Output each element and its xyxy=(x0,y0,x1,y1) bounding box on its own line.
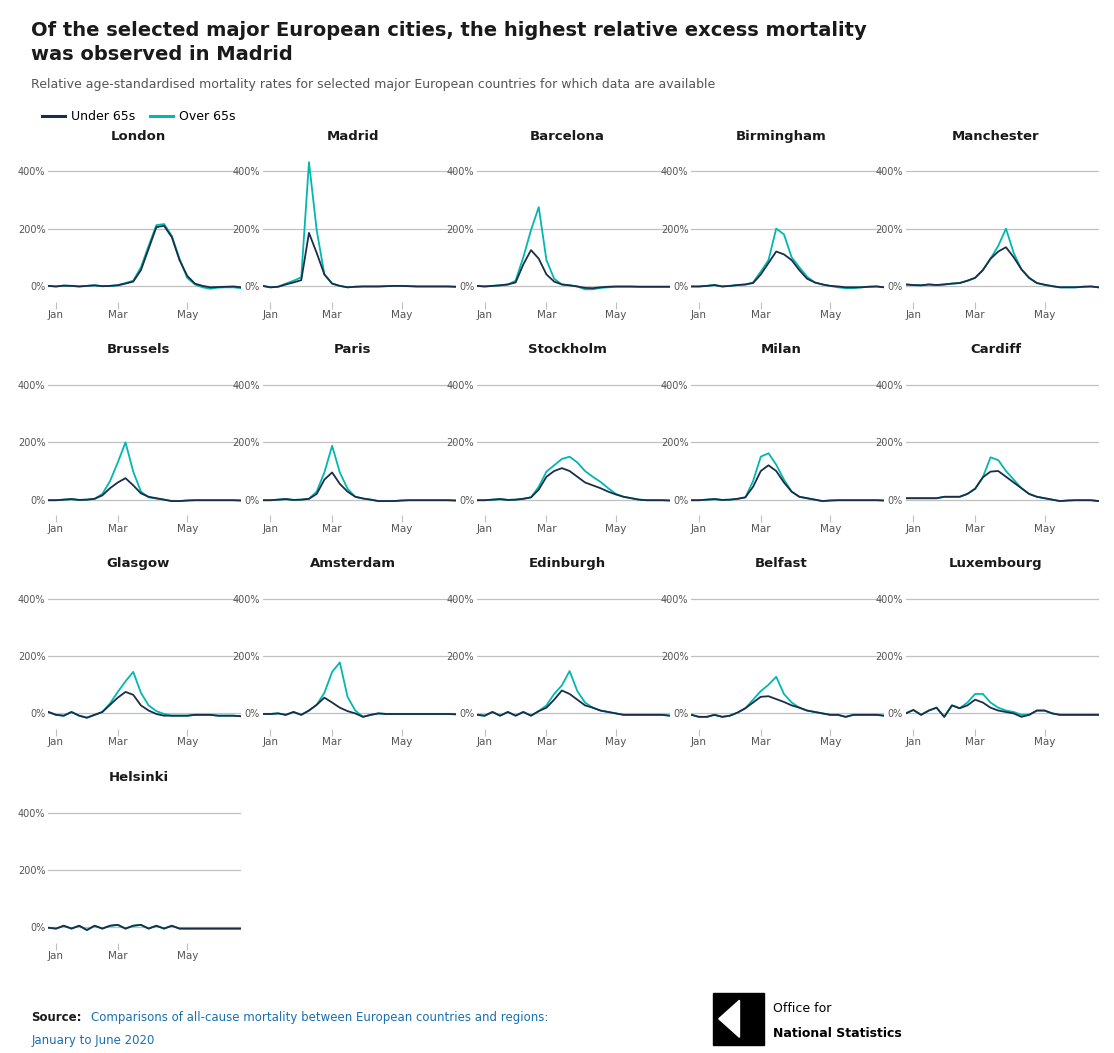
Text: Cardiff: Cardiff xyxy=(970,343,1022,356)
Text: Amsterdam: Amsterdam xyxy=(310,557,395,570)
Text: was observed in Madrid: was observed in Madrid xyxy=(31,45,293,64)
Text: Helsinki: Helsinki xyxy=(108,771,168,783)
Text: Belfast: Belfast xyxy=(755,557,808,570)
Text: Stockholm: Stockholm xyxy=(528,343,606,356)
Text: Madrid: Madrid xyxy=(326,130,379,142)
Text: Barcelona: Barcelona xyxy=(529,130,605,142)
Text: Edinburgh: Edinburgh xyxy=(528,557,606,570)
Text: Office for: Office for xyxy=(773,1001,832,1015)
Text: Milan: Milan xyxy=(761,343,802,356)
Legend: Under 65s, Over 65s: Under 65s, Over 65s xyxy=(38,105,241,128)
Text: Comparisons of all-cause mortality between European countries and regions:: Comparisons of all-cause mortality betwe… xyxy=(91,1011,549,1024)
FancyBboxPatch shape xyxy=(713,993,764,1045)
Text: Relative age-standardised mortality rates for selected major European countries : Relative age-standardised mortality rate… xyxy=(31,78,715,91)
Text: Birmingham: Birmingham xyxy=(736,130,827,142)
Polygon shape xyxy=(719,1000,740,1037)
Text: Glasgow: Glasgow xyxy=(107,557,170,570)
Text: Paris: Paris xyxy=(334,343,371,356)
Text: Of the selected major European cities, the highest relative excess mortality: Of the selected major European cities, t… xyxy=(31,21,867,40)
Text: Manchester: Manchester xyxy=(951,130,1039,142)
Text: Brussels: Brussels xyxy=(107,343,170,356)
Text: National Statistics: National Statistics xyxy=(773,1027,902,1039)
Text: Source:: Source: xyxy=(31,1011,81,1024)
Text: Luxembourg: Luxembourg xyxy=(949,557,1043,570)
Text: January to June 2020: January to June 2020 xyxy=(31,1034,155,1047)
Text: London: London xyxy=(110,130,166,142)
